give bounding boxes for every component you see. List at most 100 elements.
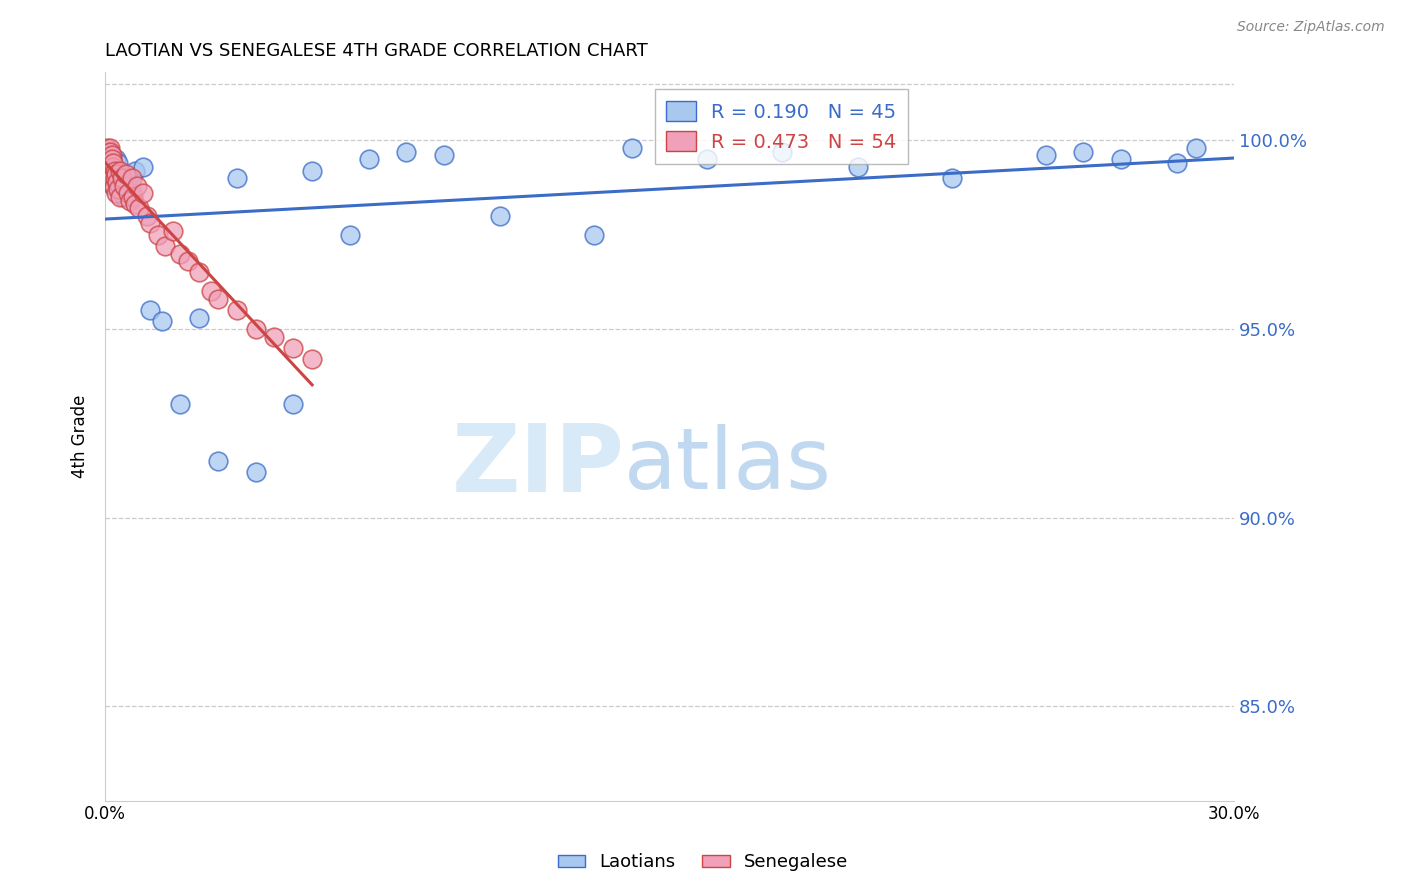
Point (169, 246, 191, 260)
Point (103, 178, 125, 193)
Point (489, 209, 512, 223)
Point (101, 152, 124, 166)
Point (941, 171, 963, 186)
Point (245, 466, 267, 480)
Text: atlas: atlas (624, 425, 832, 508)
Point (124, 163, 146, 178)
Point (115, 167, 138, 181)
Point (146, 227, 169, 242)
Point (188, 310, 211, 325)
Point (1035, 148, 1057, 162)
Point (108, 163, 131, 178)
Text: ZIP: ZIP (451, 419, 624, 512)
Point (132, 186, 155, 201)
Point (245, 322, 267, 336)
Point (98, 152, 121, 166)
Point (1166, 156, 1188, 170)
Point (103, 178, 125, 193)
Point (124, 197, 146, 211)
Point (98, 160, 121, 174)
Point (112, 190, 135, 204)
Text: Source: ZipAtlas.com: Source: ZipAtlas.com (1237, 20, 1385, 34)
Point (97, 145, 120, 159)
Point (105, 167, 128, 181)
Point (96, 148, 118, 162)
Point (100, 145, 122, 159)
Point (200, 285, 222, 299)
Point (117, 186, 139, 201)
Point (583, 227, 606, 242)
Point (188, 265, 211, 279)
Point (433, 148, 456, 162)
Point (97, 152, 120, 166)
Point (107, 182, 129, 196)
Point (155, 239, 177, 253)
Point (110, 167, 132, 181)
Point (101, 160, 124, 174)
Point (263, 329, 285, 343)
Point (770, 145, 793, 159)
Point (620, 141, 643, 155)
Point (94, 152, 117, 166)
Point (696, 152, 718, 166)
Point (100, 156, 122, 170)
Point (207, 454, 229, 468)
Point (162, 224, 184, 238)
Point (177, 254, 200, 268)
Point (101, 171, 124, 186)
Point (121, 171, 143, 186)
Point (111, 171, 134, 186)
Point (101, 167, 124, 181)
Point (100, 148, 122, 162)
Point (97, 156, 120, 170)
Point (105, 175, 128, 189)
Point (283, 397, 305, 411)
Point (104, 152, 127, 166)
Point (112, 178, 135, 193)
Point (98, 141, 121, 155)
Point (150, 314, 173, 328)
Point (283, 341, 305, 355)
Point (104, 163, 127, 178)
Point (139, 303, 162, 318)
Y-axis label: 4th Grade: 4th Grade (72, 395, 89, 478)
Point (96, 160, 118, 174)
Point (395, 145, 418, 159)
Point (169, 397, 191, 411)
Point (115, 182, 138, 196)
Point (225, 303, 247, 318)
Point (339, 227, 361, 242)
Point (122, 190, 145, 204)
Point (105, 175, 128, 189)
Point (98, 160, 121, 174)
Point (1109, 152, 1132, 166)
Point (101, 171, 124, 186)
Legend: R = 0.190   N = 45, R = 0.473   N = 54: R = 0.190 N = 45, R = 0.473 N = 54 (655, 89, 908, 163)
Point (96, 141, 118, 155)
Text: LAOTIAN VS SENEGALESE 4TH GRADE CORRELATION CHART: LAOTIAN VS SENEGALESE 4TH GRADE CORRELAT… (105, 42, 648, 60)
Point (135, 209, 157, 223)
Point (98, 148, 121, 162)
Point (100, 156, 122, 170)
Point (97, 163, 120, 178)
Point (301, 163, 323, 178)
Point (127, 178, 149, 193)
Point (132, 160, 155, 174)
Point (1071, 145, 1094, 159)
Point (110, 190, 132, 204)
Point (301, 352, 323, 367)
Point (1185, 141, 1208, 155)
Point (121, 186, 143, 201)
Point (98, 148, 121, 162)
Point (103, 156, 125, 170)
Point (100, 145, 122, 159)
Point (107, 156, 129, 170)
Point (128, 201, 150, 215)
Point (225, 171, 247, 186)
Point (104, 171, 127, 186)
Point (96, 163, 118, 178)
Point (846, 160, 869, 174)
Point (207, 292, 229, 306)
Point (104, 160, 127, 174)
Legend: Laotians, Senegalese: Laotians, Senegalese (551, 847, 855, 879)
